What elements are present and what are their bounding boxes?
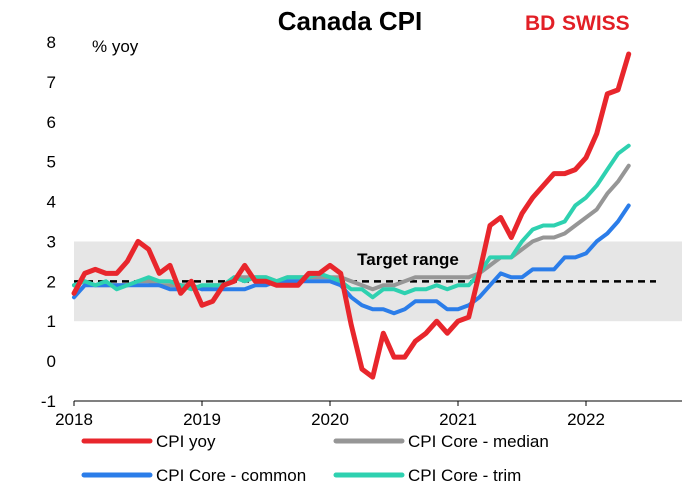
legend-label-cpi-core-median: CPI Core - median [408, 432, 549, 451]
series-line-cpi-core-common [72, 203, 631, 316]
y-tick-label: 7 [47, 73, 56, 92]
brand-logo-part1: BD [525, 12, 555, 35]
target-range-label: Target range [357, 250, 459, 269]
y-tick-label: -1 [41, 392, 56, 411]
x-tick-label: 2020 [311, 410, 349, 429]
y-axis-unit-label: % yoy [92, 37, 139, 56]
series-line-cpi-core-median [72, 163, 631, 292]
y-tick-label: 6 [47, 113, 56, 132]
x-tick-label: 2022 [567, 410, 605, 429]
y-tick-label: 2 [47, 272, 56, 291]
x-axis-ticks: 2018 2019 2020 2021 2022 [55, 401, 605, 429]
chart-title: Canada CPI [278, 6, 423, 36]
brand-logo: BD SWISS [525, 12, 630, 35]
series-line-cpi-core-trim [72, 143, 631, 300]
y-tick-label: 4 [47, 193, 56, 212]
legend-label-cpi-core-common: CPI Core - common [156, 466, 306, 485]
brand-logo-part2: SWISS [562, 12, 630, 35]
y-tick-label: 8 [47, 33, 56, 52]
x-tick-label: 2021 [439, 410, 477, 429]
y-tick-label: 5 [47, 153, 56, 172]
x-tick-label: 2018 [55, 410, 93, 429]
y-axis-ticks: -1 0 1 2 3 4 5 6 7 8 [41, 33, 56, 411]
legend-label-cpi-yoy: CPI yoy [156, 432, 216, 451]
series-lines [71, 51, 632, 380]
y-tick-label: 3 [47, 232, 56, 251]
legend: CPI yoy CPI Core - median CPI Core - commo… [81, 432, 549, 485]
y-tick-label: 1 [47, 312, 56, 331]
y-tick-label: 0 [47, 352, 56, 371]
series-line-cpi-yoy [71, 51, 632, 380]
legend-label-cpi-core-trim: CPI Core - trim [408, 466, 521, 485]
x-tick-label: 2019 [183, 410, 221, 429]
